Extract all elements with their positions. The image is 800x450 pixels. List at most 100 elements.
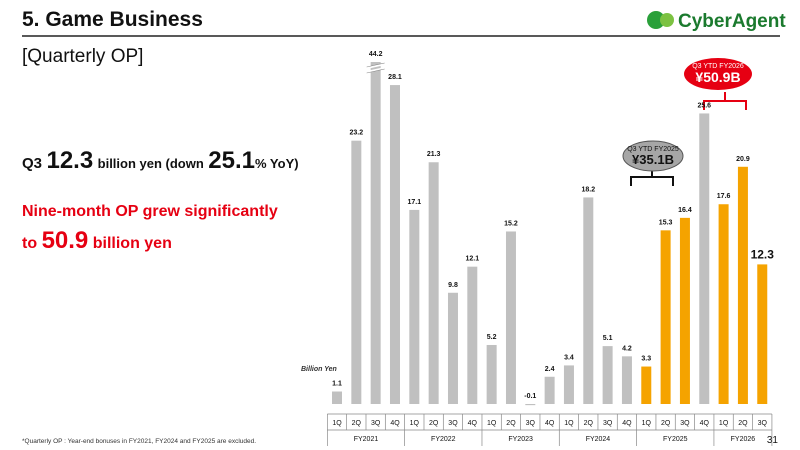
bar (447, 292, 458, 404)
bar (660, 230, 671, 404)
data-label: 15.2 (504, 220, 518, 227)
bar (602, 346, 613, 404)
data-label: 18.2 (581, 186, 595, 193)
group-label: FY2025 (663, 436, 688, 443)
callout-label: Q3 YTD FY2025 (627, 146, 679, 153)
highlight: to 50.9 billion yen (22, 227, 172, 254)
bar (370, 62, 381, 404)
x-tick-label: 2Q (352, 420, 362, 427)
group-label: FY2023 (508, 436, 533, 443)
headline: Q3 12.3 billion yen (down 25.1% YoY) (22, 147, 299, 174)
bar (641, 366, 652, 404)
x-tick-label: 4Q (700, 420, 710, 427)
data-label: 17.1 (408, 199, 422, 206)
bar (486, 344, 497, 404)
callout-value: ¥35.1B (632, 152, 674, 167)
x-tick-label: 4Q (468, 420, 478, 427)
bar (467, 266, 478, 404)
bar (621, 356, 632, 404)
footnote: *Quarterly OP : Year-end bonuses in FY20… (22, 438, 256, 445)
x-tick-label: 3Q (758, 420, 768, 427)
group-label: FY2022 (431, 436, 456, 443)
callout-bubble (684, 58, 752, 90)
data-label: 17.6 (717, 193, 731, 200)
x-tick-label: 3Q (603, 420, 613, 427)
data-label: 21.3 (427, 151, 441, 158)
data-label: 3.4 (564, 354, 574, 361)
x-tick-label: 2Q (661, 420, 671, 427)
bar (737, 166, 748, 404)
y-axis-label: Billion Yen (301, 366, 337, 373)
bar (718, 204, 729, 404)
headline-part: billion yen (down (98, 156, 204, 171)
x-tick-label: 2Q (584, 420, 594, 427)
x-tick-label: 2Q (429, 420, 439, 427)
headline-part: Q3 (22, 155, 42, 172)
bar (679, 217, 690, 404)
bar (699, 113, 710, 404)
logo-text: CyberAgent (678, 11, 786, 32)
headline-value: 25.1 (208, 147, 255, 174)
data-label: 4.2 (622, 345, 632, 352)
x-tick-label: 1Q (332, 420, 342, 427)
data-label: 2.4 (545, 366, 555, 373)
x-tick-label: 3Q (448, 420, 458, 427)
data-label: 15.3 (659, 219, 673, 226)
x-tick-label: 3Q (371, 420, 381, 427)
bar (351, 140, 362, 404)
headline-part: % YoY) (255, 156, 299, 171)
data-label: 1.1 (332, 381, 342, 388)
data-label: 5.1 (603, 335, 613, 342)
bar (505, 231, 516, 404)
bracket (703, 92, 747, 110)
highlight-value: 50.9 (42, 227, 89, 254)
slide-title: 5. Game Business (22, 8, 203, 31)
callout-value: ¥50.9B (695, 69, 740, 85)
axis-break (366, 63, 385, 73)
x-tick-label: 3Q (526, 420, 536, 427)
callout-bubble (622, 140, 684, 172)
highlight-part: billion yen (93, 235, 172, 252)
data-label: 9.8 (448, 282, 458, 289)
x-tick-label: 2Q (506, 420, 516, 427)
data-label: 3.3 (641, 356, 651, 363)
data-label: 44.2 (369, 51, 383, 58)
bar (757, 264, 768, 404)
bracket (630, 170, 674, 186)
data-label: 5.2 (487, 334, 497, 341)
bar (525, 404, 536, 406)
bar (409, 209, 420, 404)
logo-mark (647, 11, 665, 29)
data-label: 12.3 (751, 247, 775, 261)
data-label: -0.1 (524, 393, 536, 400)
group-label: FY2026 (731, 436, 756, 443)
bar (332, 391, 342, 404)
bar (563, 365, 574, 404)
plot-area (332, 62, 768, 406)
bar (389, 85, 400, 404)
x-tick-label: 4Q (390, 420, 400, 427)
headline-value: 12.3 (46, 147, 93, 174)
axis-break (366, 62, 385, 74)
callout-fy2025: Q3 YTD FY2025 ¥35.1B (622, 140, 684, 186)
data-label: 28.1 (388, 74, 402, 81)
x-tick-label: 1Q (642, 420, 652, 427)
x-tick-label: 1Q (487, 420, 497, 427)
page-number: 31 (767, 435, 779, 446)
logo-mark (660, 13, 674, 27)
data-label: 25.6 (697, 102, 711, 109)
bar (428, 162, 439, 404)
bar (544, 376, 555, 404)
group-label: FY2024 (586, 436, 611, 443)
subtitle: [Quarterly OP] (22, 46, 143, 67)
x-tick-label: 3Q (680, 420, 690, 427)
data-label: 12.1 (465, 256, 479, 263)
x-tick-label: 1Q (410, 420, 420, 427)
data-label: 16.4 (678, 207, 692, 214)
group-label: FY2021 (354, 436, 379, 443)
logo: CyberAgent (647, 11, 786, 32)
x-tick-label: 2Q (738, 420, 748, 427)
bar (583, 197, 594, 404)
x-tick-label: 4Q (622, 420, 632, 427)
highlight-part: to (22, 235, 37, 252)
